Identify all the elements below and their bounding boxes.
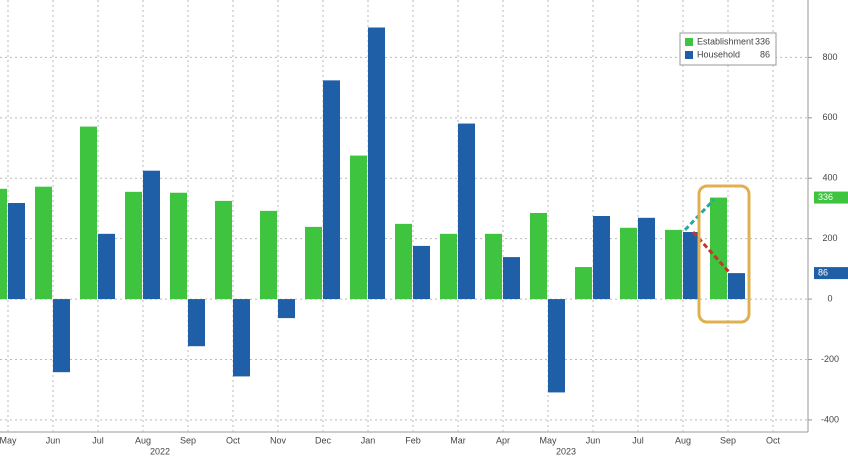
legend-swatch: [685, 38, 693, 46]
bar: [188, 299, 205, 347]
x-tick-label: Oct: [766, 435, 781, 445]
x-tick-label: May: [0, 435, 17, 445]
bar: [665, 229, 682, 300]
value-badge-label: 86: [818, 267, 828, 277]
bar: [368, 27, 385, 300]
bar: [530, 212, 547, 300]
bar: [350, 155, 367, 300]
bar: [395, 223, 412, 300]
x-tick-label: Dec: [315, 435, 332, 445]
bar: [278, 299, 295, 319]
bar: [548, 299, 565, 393]
bar: [440, 233, 457, 300]
bar: [80, 126, 97, 300]
bar: [0, 188, 7, 300]
legend-label: Household: [697, 49, 740, 59]
bar: [458, 123, 475, 300]
bar: [620, 227, 637, 300]
x-tick-label: Jun: [586, 435, 601, 445]
legend-value: 336: [755, 36, 770, 46]
x-tick-label: Jan: [361, 435, 376, 445]
bar: [593, 216, 610, 300]
bar: [638, 217, 655, 300]
x-tick-label: Jul: [632, 435, 644, 445]
bar: [170, 192, 187, 300]
bar: [413, 245, 430, 300]
bar: [98, 233, 115, 300]
y-tick-label: 200: [822, 233, 837, 243]
bar: [215, 200, 232, 300]
x-tick-label: Jun: [46, 435, 61, 445]
x-tick-label: Sep: [180, 435, 196, 445]
x-tick-label: Sep: [720, 435, 736, 445]
bar: [683, 232, 700, 300]
bar: [575, 267, 592, 300]
value-badge-label: 336: [818, 192, 833, 202]
bar: [503, 257, 520, 300]
bar: [53, 299, 70, 373]
year-label: 2022: [150, 446, 170, 456]
overlay: [683, 184, 751, 324]
x-tick-label: Oct: [226, 435, 241, 445]
x-tick-label: Feb: [405, 435, 421, 445]
bar: [728, 273, 745, 300]
value-badge: [814, 191, 848, 204]
bar: [143, 170, 160, 300]
bar: [35, 186, 52, 300]
bar: [323, 80, 340, 300]
legend-value: 86: [760, 49, 770, 59]
value-badge: [814, 267, 848, 280]
y-tick-label: 400: [822, 173, 837, 183]
y-tick-label: 800: [822, 52, 837, 62]
x-tick-label: Aug: [135, 435, 151, 445]
legend-swatch: [685, 51, 693, 59]
bar: [8, 203, 25, 300]
bar: [485, 233, 502, 300]
year-label: 2023: [556, 446, 576, 456]
x-tick-label: May: [539, 435, 557, 445]
x-tick-label: Apr: [496, 435, 510, 445]
bar: [233, 299, 250, 377]
legend-label: Establishment: [697, 36, 754, 46]
y-tick-label: -200: [821, 354, 839, 364]
x-tick-label: Nov: [270, 435, 287, 445]
bar: [710, 197, 727, 300]
x-tick-label: Jul: [92, 435, 104, 445]
y-tick-label: 0: [827, 293, 832, 303]
legend-box: [679, 32, 777, 66]
y-tick-label: 600: [822, 112, 837, 122]
bar: [305, 226, 322, 300]
x-tick-label: Aug: [675, 435, 691, 445]
y-tick-label: -400: [821, 414, 839, 424]
bar: [260, 210, 277, 300]
bar: [125, 191, 142, 300]
bars: [0, 27, 745, 393]
highlight-box: [697, 184, 751, 324]
x-tick-label: Mar: [450, 435, 466, 445]
